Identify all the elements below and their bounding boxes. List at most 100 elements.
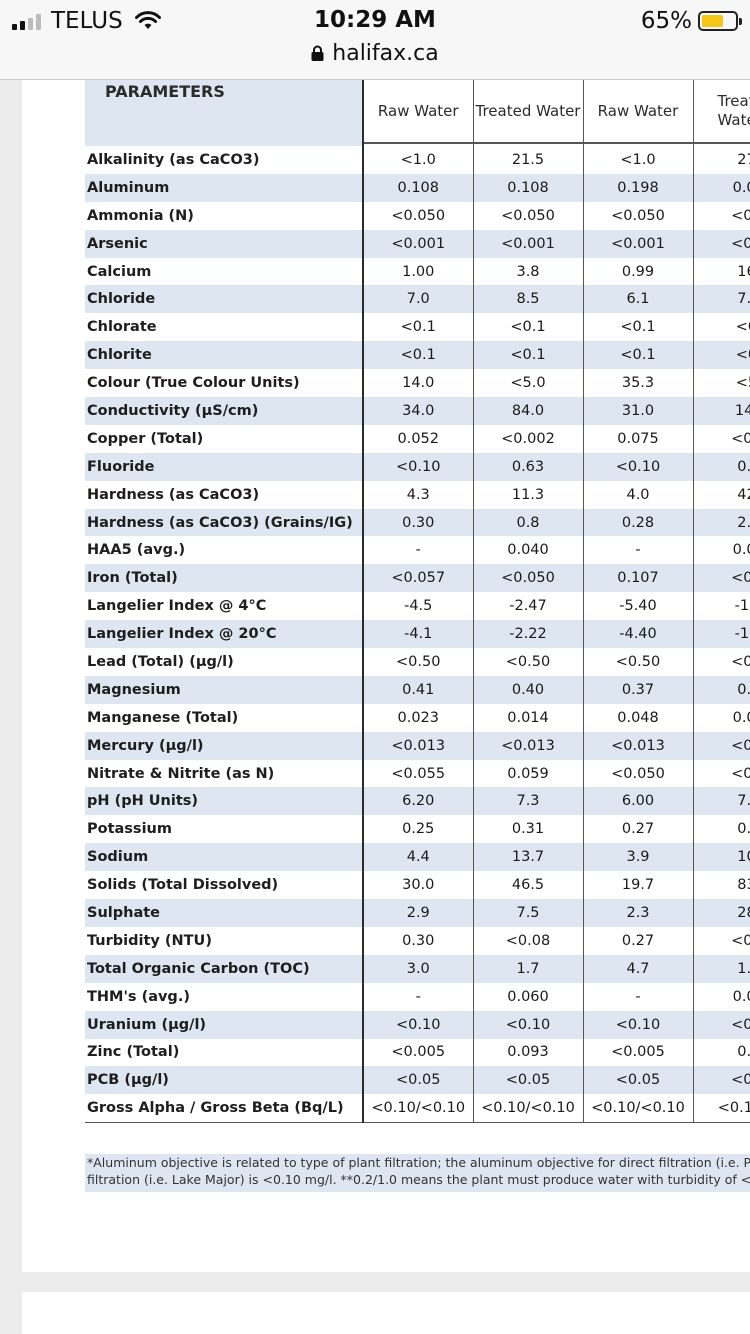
table-row: Arsenic<0.001<0.001<0.001<0.0 (85, 229, 750, 258)
value-cell: <0.10/<0.10 (582, 1094, 694, 1123)
parameter-name: Total Organic Carbon (TOC) (85, 954, 364, 983)
table-row: pH (pH Units)6.207.36.007.5 (85, 787, 750, 816)
value-cell: <0.08 (472, 926, 583, 955)
value-cell: 6.00 (582, 787, 693, 816)
value-cell: 46.5 (472, 871, 583, 900)
value-cell: 0.060 (472, 982, 583, 1011)
parameter-name: Sulphate (85, 899, 364, 927)
address-bar[interactable]: halifax.ca (0, 41, 750, 66)
table-row: Solids (Total Dissolved)30.046.519.783. (85, 871, 750, 900)
value-cell: <0.050 (472, 201, 583, 230)
value-cell: 14.0 (362, 369, 473, 398)
value-cell: 1.00 (362, 257, 473, 286)
value-cell: <0.050 (472, 564, 583, 593)
signal-icon (12, 12, 41, 30)
value-cell: 4.3 (362, 480, 473, 509)
table-row: THM's (avg.)-0.060-0.06 (85, 982, 750, 1011)
value-cell: <0.5 (692, 648, 750, 676)
value-cell: 6.1 (582, 285, 693, 314)
value-cell: <0.0 (692, 201, 750, 230)
value-cell: 1.7 (692, 954, 750, 983)
value-cell: 31.0 (582, 397, 693, 425)
value-cell: 4.7 (582, 954, 693, 983)
value-cell: <0.0 (692, 759, 750, 788)
carrier-name: TELUS (51, 8, 123, 34)
value-cell: 7.7 (692, 285, 750, 314)
value-cell: 28. (692, 899, 750, 927)
value-cell: <0.05 (362, 1066, 473, 1095)
table-row: Fluoride<0.100.63<0.100.5 (85, 452, 750, 481)
url-text: halifax.ca (332, 41, 439, 66)
column-header: Treated Water (692, 80, 750, 144)
table-row: Turbidity (NTU)0.30<0.080.27<0.0 (85, 926, 750, 955)
parameter-name: Nitrate & Nitrite (as N) (85, 759, 364, 788)
value-cell: 7.5 (472, 899, 583, 927)
table-row: Nitrate & Nitrite (as N) <0.055 0.059 <0.05… (85, 759, 750, 788)
parameter-name: Solids (Total Dissolved) (85, 871, 364, 900)
value-cell: 27. (692, 146, 750, 174)
value-cell: 0.30 (362, 508, 473, 537)
clock: 10:29 AM (314, 7, 436, 33)
parameter-name: Conductivity (μS/cm) (85, 397, 364, 425)
value-cell: <0.001 (362, 229, 473, 258)
value-cell: <1.0 (362, 146, 473, 174)
value-cell: 0.014 (472, 703, 583, 732)
value-cell: 30.0 (362, 871, 473, 900)
value-cell: 0.052 (362, 424, 473, 453)
parameter-name: Manganese (Total) (85, 703, 364, 732)
value-cell: <0.0 (692, 564, 750, 593)
value-cell: -2.47 (472, 592, 583, 621)
value-cell: 0.093 (472, 1038, 583, 1067)
parameter-name: Ammonia (N) (85, 201, 364, 230)
water-quality-table-wrapper[interactable]: PARAMETERS Raw Water Treated Water Raw W… (85, 80, 750, 1154)
value-cell: 0.108 (472, 173, 583, 202)
value-cell: 0.108 (362, 173, 473, 202)
value-cell: <0.050 (582, 759, 693, 788)
parameter-name: Mercury (μg/l) (85, 731, 364, 760)
value-cell: <0. (692, 341, 750, 370)
value-cell: -4.5 (362, 592, 473, 621)
parameter-name: Arsenic (85, 229, 364, 258)
value-cell: 0.075 (582, 424, 693, 453)
carrier-info: TELUS (12, 8, 161, 34)
value-cell: 0.107 (582, 564, 693, 593)
parameter-name: Gross Alpha / Gross Beta (Bq/L) (85, 1094, 364, 1123)
value-cell: - (582, 982, 693, 1011)
value-cell: 4.0 (582, 480, 693, 509)
value-cell: 3.9 (582, 843, 693, 872)
value-cell: <0.055 (362, 759, 473, 788)
battery-icon (698, 11, 742, 31)
parameter-name: Turbidity (NTU) (85, 926, 364, 955)
footnote-line: filtration (i.e. Lake Major) is <0.10 mg… (87, 1172, 750, 1187)
value-cell: <0.0 (692, 926, 750, 955)
parameter-name: Magnesium (85, 675, 364, 704)
table-row: Colour (True Colour Units)14.0<5.035.3<5… (85, 369, 750, 398)
value-cell: <0. (692, 313, 750, 342)
value-cell: 6.20 (362, 787, 473, 816)
table-row: Hardness (as CaCO3) (Grains/IG) 0.30 0.8 0.… (85, 508, 750, 537)
parameter-name: Hardness (as CaCO3) (85, 480, 364, 509)
parameter-name: Chlorate (85, 313, 364, 342)
value-cell: <0.057 (362, 564, 473, 593)
value-cell: 34.0 (362, 397, 473, 425)
value-cell: 1.7 (472, 954, 583, 983)
parameters-header: PARAMETERS (85, 80, 364, 143)
value-cell: <0.0 (692, 229, 750, 258)
value-cell: 2.9 (362, 899, 473, 927)
parameter-name: Calcium (85, 257, 364, 286)
value-cell: 0.30 (362, 926, 473, 955)
value-cell: <5. (692, 369, 750, 398)
value-cell: 0.06 (692, 982, 750, 1011)
table-row: Chlorate<0.1<0.1<0.1<0. (85, 313, 750, 342)
table-footnote: *Aluminum objective is related to type o… (85, 1154, 750, 1192)
parameter-name: pH (pH Units) (85, 787, 364, 816)
value-cell: - (362, 536, 473, 565)
value-cell: 0.31 (472, 815, 583, 844)
table-row: Langelier Index @ 4°C-4.5-2.47-5.40-1.6 (85, 592, 750, 621)
value-cell: 10. (692, 843, 750, 872)
value-cell: <0.001 (472, 229, 583, 258)
